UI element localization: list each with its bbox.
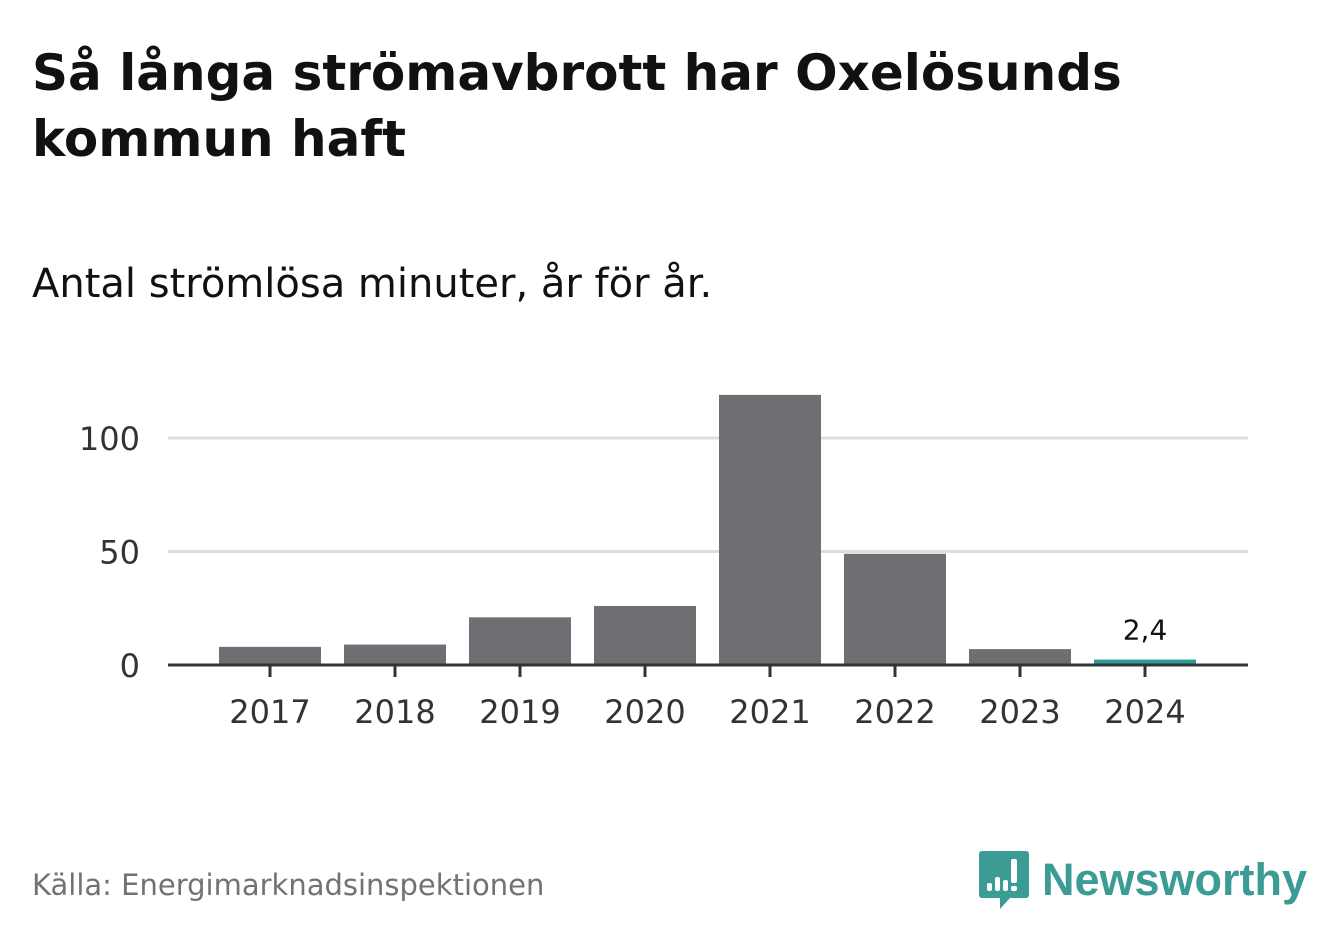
bar-2017 [219,646,321,665]
brand-name: Newsworthy [1042,854,1308,905]
x-tick-label: 2021 [729,693,810,731]
newsworthy-logo: Newsworthy [978,848,1307,912]
x-tick-label: 2022 [854,693,935,731]
bar-2018 [344,644,446,665]
x-tick-label: 2018 [354,693,435,731]
newsworthy-logo-icon [979,851,1029,909]
chart-title: Så långa strömavbrott har Oxelösunds kom… [32,44,1122,168]
bars [219,394,1196,665]
x-tick-label: 2023 [979,693,1060,731]
bar-2019 [469,617,571,665]
x-axis [168,663,1248,677]
bar-chart: 0 50 100 2017 2018 2019 2020 2021 2022 2023 2024 2,… [79,394,1248,731]
source-note: Källa: Energimarknadsinspektionen [32,868,545,902]
bar-2020 [594,605,696,665]
data-label-2024: 2,4 [1123,614,1168,647]
chart-subtitle: Antal strömlösa minuter, år för år. [32,261,713,307]
bar-2021 [719,394,821,665]
bar-2022 [844,553,946,665]
y-tick-label: 50 [99,534,140,572]
x-tick-label: 2020 [604,693,685,731]
bar-2023 [969,649,1071,665]
bar-2024 [1094,659,1196,665]
labels: 0 50 100 2017 2018 2019 2020 2021 2022 2023 2024 2,… [79,420,1186,731]
x-tick-label: 2019 [479,693,560,731]
y-tick-label: 0 [120,647,140,685]
gridlines [168,436,1248,553]
x-tick-label: 2024 [1104,693,1185,731]
y-tick-label: 100 [79,420,140,458]
x-tick-label: 2017 [229,693,310,731]
